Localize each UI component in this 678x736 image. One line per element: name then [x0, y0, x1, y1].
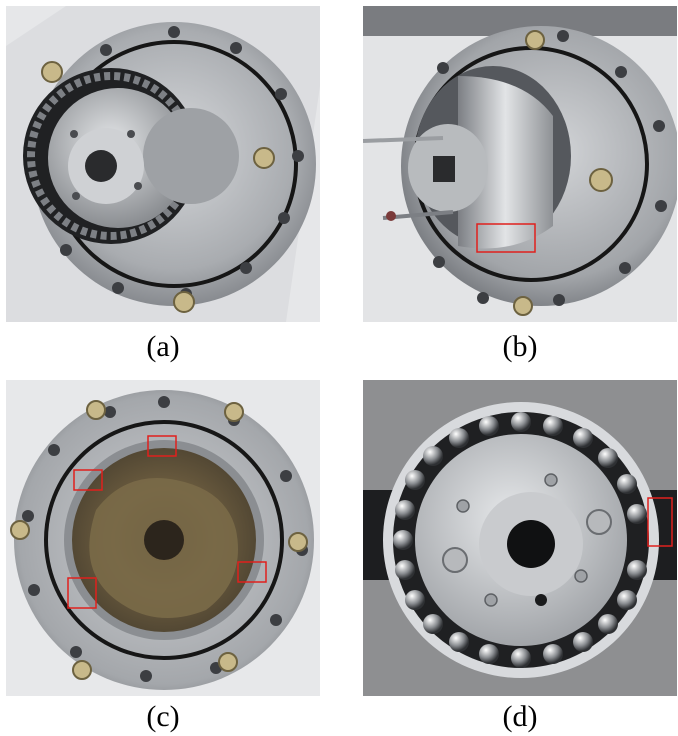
shaft-bore: [507, 520, 555, 568]
photo-b-reducer-hub: [363, 6, 677, 322]
caption-d: (d): [502, 700, 538, 733]
shaft-keyway: [433, 156, 455, 182]
photo-panel-c: [6, 380, 320, 696]
highlight-box-top: [147, 435, 177, 457]
highlight-box-right: [237, 561, 267, 583]
photo-panel-b: [363, 6, 677, 322]
pin-tool: [363, 136, 444, 143]
caption-c: (c): [146, 700, 180, 733]
highlight-box: [647, 497, 673, 547]
photo-c-greased-interior: [6, 380, 320, 696]
photo-d-ball-bearing: [363, 380, 677, 696]
shaft-bore: [85, 150, 117, 182]
photo-panel-d: [363, 380, 677, 696]
highlight-box: [476, 223, 536, 253]
highlight-box-left: [73, 469, 103, 491]
highlight-box-bottom-left: [67, 577, 97, 609]
o-ring: [44, 420, 284, 660]
caption-a: (a): [146, 330, 180, 363]
caption-b: (b): [502, 330, 538, 363]
bearing-balls: [393, 412, 647, 668]
center-bore: [144, 520, 184, 560]
photo-a-reducer-bearing: [6, 6, 320, 322]
photo-panel-a: [6, 6, 320, 322]
